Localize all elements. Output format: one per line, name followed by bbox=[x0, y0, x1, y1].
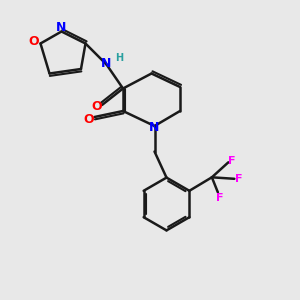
Text: F: F bbox=[228, 156, 236, 166]
Text: N: N bbox=[149, 121, 160, 134]
Text: N: N bbox=[56, 21, 67, 34]
Text: F: F bbox=[235, 174, 243, 184]
Text: O: O bbox=[28, 35, 39, 49]
Text: O: O bbox=[91, 100, 102, 113]
Text: F: F bbox=[216, 193, 223, 203]
Text: H: H bbox=[115, 53, 123, 63]
Text: O: O bbox=[84, 113, 94, 126]
Text: N: N bbox=[101, 56, 112, 70]
